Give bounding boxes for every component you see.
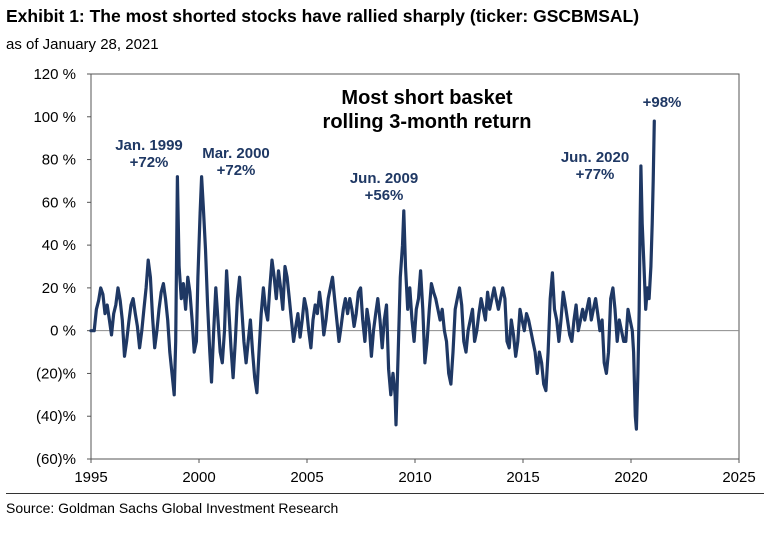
- y-tick-label: 120 %: [33, 66, 76, 83]
- y-tick-label: (40)%: [36, 408, 76, 425]
- x-tick-label: 2025: [722, 469, 755, 486]
- chart-title-line: Most short basket: [341, 87, 512, 109]
- peak-annotation-line: Mar. 2000: [202, 145, 270, 162]
- exhibit-subtitle: as of January 28, 2021: [6, 36, 159, 53]
- peak-annotation: Mar. 2000 +72%: [202, 145, 270, 179]
- x-tick-label: 2015: [506, 469, 539, 486]
- peak-annotation-line: Jun. 2020: [561, 149, 629, 166]
- chart-title-line: rolling 3-month return: [323, 111, 532, 133]
- peak-annotation-line: +56%: [365, 187, 404, 204]
- peak-annotation: Jun. 2020 +77%: [561, 149, 629, 183]
- y-tick-label: 100 %: [33, 109, 76, 126]
- x-tick-label: 2000: [182, 469, 215, 486]
- exhibit-title: Exhibit 1: The most shorted stocks have …: [6, 6, 640, 26]
- peak-annotation: +98%: [643, 94, 682, 111]
- peak-annotation-line: Jan. 1999: [115, 137, 183, 154]
- y-tick-label: (60)%: [36, 451, 76, 468]
- x-tick-label: 2010: [398, 469, 431, 486]
- x-tick-label: 1995: [74, 469, 107, 486]
- y-tick-label: (20)%: [36, 365, 76, 382]
- y-tick-label: 0 %: [50, 323, 76, 340]
- footer-divider: [6, 493, 764, 494]
- y-tick-label: 80 %: [42, 152, 76, 169]
- peak-annotation: Jan. 1999 +72%: [115, 137, 183, 171]
- peak-annotation-line: +98%: [643, 94, 682, 111]
- series-line: [89, 119, 656, 431]
- peak-annotation-line: +72%: [217, 162, 256, 179]
- source-note: Source: Goldman Sachs Global Investment …: [6, 500, 339, 516]
- y-tick-label: 60 %: [42, 194, 76, 211]
- peak-annotation-line: +72%: [130, 154, 169, 171]
- x-tick-label: 2005: [290, 469, 323, 486]
- y-tick-label: 40 %: [42, 237, 76, 254]
- chart-title: Most short basket rolling 3-month return: [323, 87, 532, 133]
- x-tick-label: 2020: [614, 469, 647, 486]
- peak-annotation-line: Jun. 2009: [350, 170, 418, 187]
- y-tick-label: 20 %: [42, 280, 76, 297]
- peak-annotation: Jun. 2009 +56%: [350, 170, 418, 204]
- peak-annotation-line: +77%: [576, 166, 615, 183]
